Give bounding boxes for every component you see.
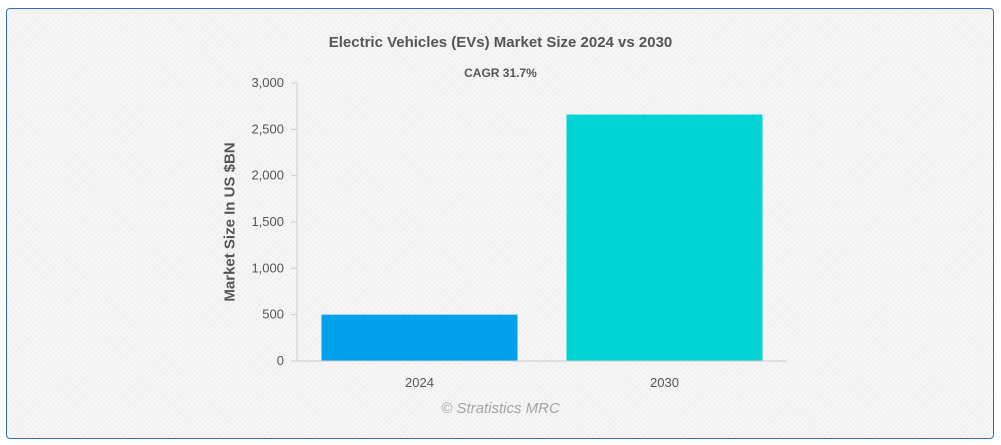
y-ticks-group: 0 500 1,000 1,500 2,000 2,500 3,000 — [251, 75, 297, 368]
y-tick-label: 1,000 — [251, 260, 284, 275]
chart-subtitle: CAGR 31.7% — [464, 66, 537, 80]
y-tick-label: 2,000 — [251, 168, 284, 183]
chart-frame — [6, 8, 994, 439]
x-tick-label: 2024 — [405, 375, 434, 390]
y-tick-label: 1,500 — [251, 214, 284, 229]
x-tick-label: 2030 — [650, 375, 679, 390]
y-tick-label: 500 — [262, 307, 284, 322]
chart-title: Electric Vehicles (EVs) Market Size 2024… — [328, 34, 673, 51]
bar-2030 — [566, 114, 763, 361]
y-tick-label: 0 — [277, 353, 284, 368]
y-tick-label: 2,500 — [251, 121, 284, 136]
x-ticks-group: 2024 2030 — [405, 375, 679, 390]
y-tick-label: 3,000 — [251, 75, 284, 90]
source-credit: © Stratistics MRC — [441, 400, 560, 417]
bar-2024 — [321, 314, 518, 361]
bars-group — [321, 114, 763, 361]
